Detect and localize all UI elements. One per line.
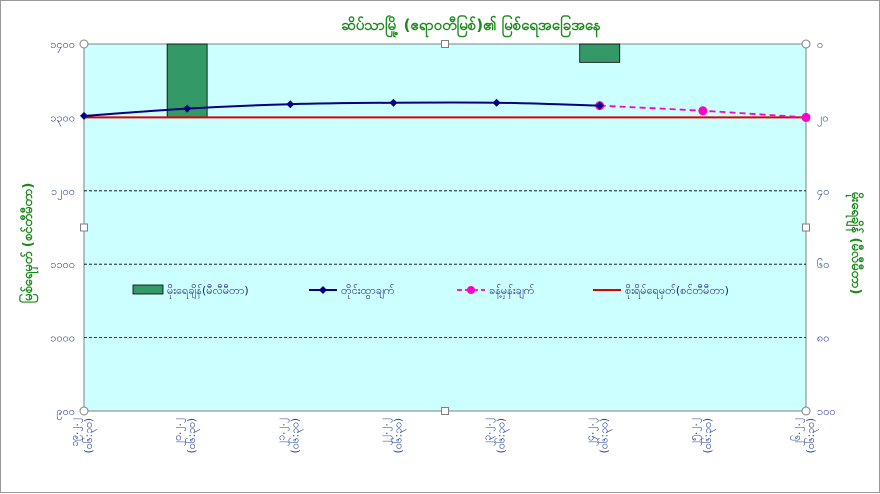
legend-swatch-rainfall xyxy=(132,284,164,295)
corner-handle[interactable] xyxy=(801,39,811,49)
legend: မိုးရေချိန်(မီလီမီတာ) တိုင်းထွာချက် ခန့်မှ… xyxy=(132,284,729,299)
legend-label-rainfall: မိုးရေချိန်(မီလီမီတာ) xyxy=(167,284,249,299)
observed-point xyxy=(286,100,295,109)
y-tick-right: ၂၀ xyxy=(817,111,829,126)
x-tick-label: (၀၆:၃၀) xyxy=(185,418,200,453)
edge-handle[interactable] xyxy=(441,40,449,48)
rainfall-bar xyxy=(579,43,621,63)
x-tick-label: ၂၂.၂.၂ xyxy=(378,418,392,445)
x-tick-label: ၂၁.၂.၂ xyxy=(275,418,289,446)
observed-line xyxy=(83,101,600,117)
y-tick-left: ၁၃၀၀ xyxy=(50,111,75,126)
x-tick-label: ၂၀.၂.၂ xyxy=(172,418,186,446)
y-tick-right: ၄၀ xyxy=(817,185,829,200)
corner-handle[interactable] xyxy=(79,39,89,49)
axes: ၉၀၀ ၁၀၀၀ ၁၁၀၀ ၁၂၀၀ ၁၃၀၀ ၁၄၀၀ ၀၂၀၄၀၆၀၈၀၁၀၀၁၉.၂.… xyxy=(50,38,835,453)
y-tick-left: ၁၁၀၀ xyxy=(50,258,75,271)
y-axis-label-left: မြစ်ရေမှတ် (စင်တီမီတာ) xyxy=(18,183,39,304)
legend-label-danger: စိုးရိမ်ရေမှတ်(စင်တီမီတာ) xyxy=(625,284,729,299)
x-tick-label: (၀၆:၃၀) xyxy=(82,418,97,453)
series-lines xyxy=(80,98,811,122)
x-tick-label: (၀၆:၃၀) xyxy=(391,418,406,453)
legend-label-forecast: ခန့်မှန်းချက် xyxy=(489,284,535,299)
selection-handles[interactable] xyxy=(79,39,811,416)
observed-point xyxy=(595,101,604,110)
observed-point xyxy=(389,98,398,107)
observed-point xyxy=(80,111,88,120)
x-tick-label: (၀၆:၃၀) xyxy=(288,418,303,453)
forecast-point xyxy=(801,112,811,122)
y-tick-left: ၁၂၀၀ xyxy=(51,185,75,200)
x-tick-label: ၂၃.၂.၂ xyxy=(482,418,496,446)
y-tick-right: ၆၀ xyxy=(817,258,829,271)
y-axis-label-right: မိုးရေချိန် (မီလီမီတာ) xyxy=(845,192,865,295)
x-tick-label: ၂၄.၂.၂ xyxy=(585,418,599,446)
edge-handle[interactable] xyxy=(441,407,449,415)
x-tick-label: (၀၆:၃၀) xyxy=(701,418,716,453)
corner-handle[interactable] xyxy=(79,406,89,416)
legend-marker-observed xyxy=(319,286,327,294)
edge-handle[interactable] xyxy=(80,223,88,232)
observed-point xyxy=(183,104,192,113)
corner-handle[interactable] xyxy=(801,406,811,416)
x-tick-label: ၂၆.၂.၂ xyxy=(790,418,805,446)
y-tick-left: ၉၀၀ xyxy=(56,405,75,420)
legend-label-observed: တိုင်းထွာချက် xyxy=(341,284,395,299)
y-tick-left: ၁၀၀၀ xyxy=(50,332,75,345)
legend-marker-forecast xyxy=(467,286,475,294)
x-tick-label: ၂၅.၂.၂ xyxy=(688,418,702,446)
chart-title: ဆိပ်သာမြို့ (ဧရာဝတီမြစ်)၏ မြစ်ရေအခြေအနေ xyxy=(341,14,601,38)
x-tick-label: (၀၆:၃၀) xyxy=(804,418,819,453)
x-tick-label: ၁၉.၂.၂ xyxy=(69,418,83,447)
x-tick-label: (၀၆:၃၀) xyxy=(495,418,510,453)
observed-point xyxy=(492,98,501,107)
x-tick-label: (၀၆:၃၀) xyxy=(598,418,613,453)
y-tick-right: ၈၀ xyxy=(817,332,829,345)
forecast-point xyxy=(698,106,708,116)
y-tick-left: ၁၄၀၀ xyxy=(50,38,75,53)
y-tick-right: ၀ xyxy=(817,38,823,51)
edge-handle[interactable] xyxy=(802,223,810,232)
y-tick-right: ၁၀၀ xyxy=(817,405,836,418)
